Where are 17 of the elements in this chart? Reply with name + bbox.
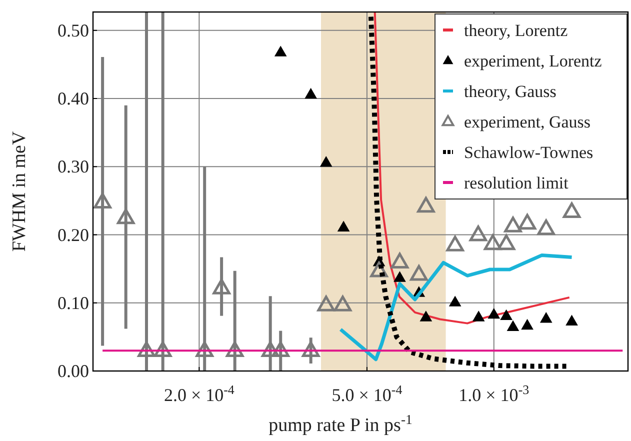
y-tick-label: 0.00 [58,361,89,381]
x-axis-title: pump rate P in ps$^{-1}$ [268,412,413,436]
legend-label: theory, Lorentz [464,21,568,40]
x-tick-label: 2.0 × 10$^{-4}$ [164,382,235,405]
y-tick-label: 0.10 [58,292,89,313]
x-tick-label: 1.0 × 10$^{-3}$ [458,382,530,405]
legend-label: experiment, Gauss [464,112,591,132]
legend-label: experiment, Lorentz [464,52,602,70]
legend-label: theory, Gauss [464,82,556,101]
legend-label: Schawlow-Townes [464,143,594,162]
legend-label: resolution limit [464,174,569,192]
y-tick-label: 0.40 [58,88,89,109]
x-tick-label: 5.0 × 10$^{-4}$ [332,382,403,405]
y-tick-label: 0.30 [58,156,89,177]
y-axis-title: FWHM in meV [9,131,30,252]
y-tick-label: 0.50 [58,20,89,40]
y-tick-label: 0.20 [58,224,89,245]
